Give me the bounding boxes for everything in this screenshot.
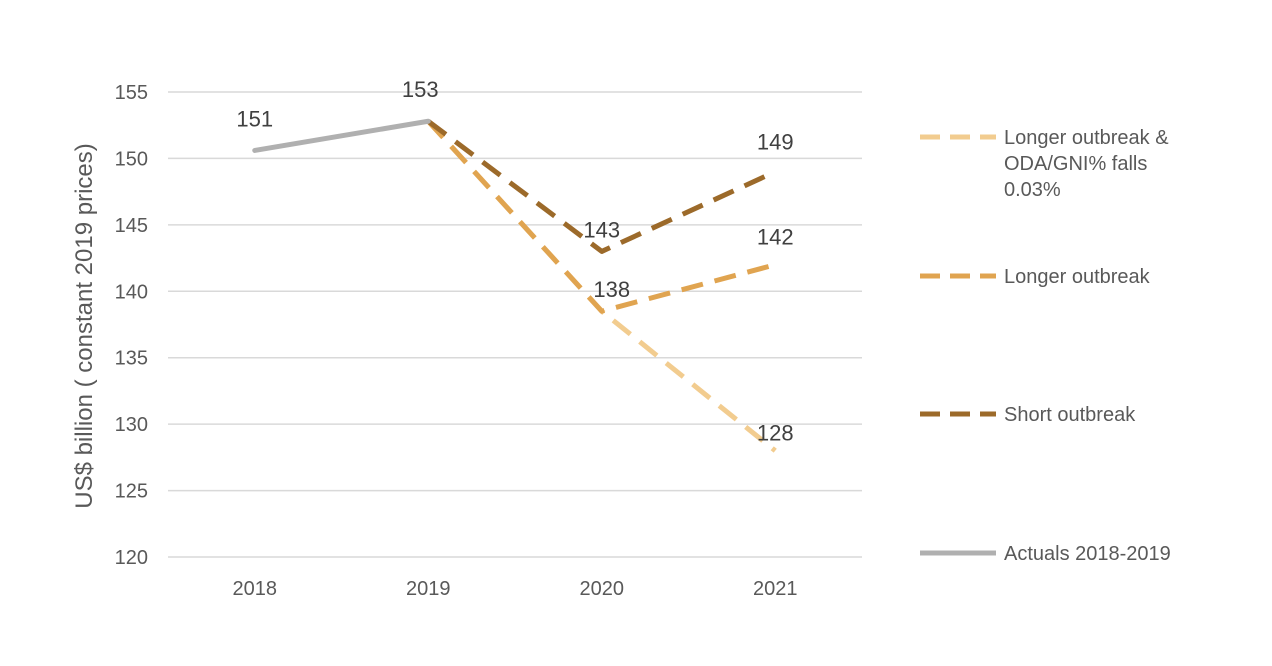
y-tick-label: 125 <box>115 481 148 503</box>
legend-label: ODA/GNI% falls <box>1004 153 1147 175</box>
x-tick-label: 2019 <box>406 578 451 600</box>
gridlines <box>168 91 862 558</box>
y-tick-label: 155 <box>115 82 148 104</box>
y-tick-label: 135 <box>115 348 148 370</box>
data-labels: 138 128 142 143 149 151 153 <box>236 77 793 445</box>
x-tick-label: 2018 <box>233 578 278 600</box>
series-line-2 <box>426 119 777 254</box>
legend-label: Longer outbreak <box>1004 266 1151 288</box>
series-line-1 <box>426 119 776 314</box>
data-label: 142 <box>757 225 794 250</box>
y-axis-title: US$ billion ( constant 2019 prices) <box>71 143 98 509</box>
data-label: 143 <box>583 217 620 242</box>
series-lines <box>252 118 777 453</box>
legend-label: 0.03% <box>1004 179 1061 201</box>
data-label: 138 <box>593 277 630 302</box>
data-label: 153 <box>402 77 439 102</box>
legend-label: Longer outbreak & <box>1004 127 1169 149</box>
y-tick-label: 145 <box>115 215 148 237</box>
y-tick-label: 140 <box>115 281 148 303</box>
y-tick-label: 120 <box>115 547 148 569</box>
legend: Longer outbreak & ODA/GNI% falls 0.03% Long… <box>920 127 1171 565</box>
series-line-3 <box>252 118 431 153</box>
data-label: 149 <box>757 130 794 155</box>
y-tick-label: 150 <box>115 148 148 170</box>
y-tick-label: 130 <box>115 414 148 436</box>
legend-label: Short outbreak <box>1004 404 1136 426</box>
legend-label: Actuals 2018-2019 <box>1004 543 1171 565</box>
data-label: 151 <box>236 106 273 131</box>
x-axis-ticks: 2018 2019 2020 2021 <box>233 578 798 600</box>
x-tick-label: 2021 <box>753 578 798 600</box>
x-tick-label: 2020 <box>580 578 625 600</box>
y-axis-ticks: 120 125 130 135 140 145 150 155 <box>115 82 148 569</box>
data-label: 128 <box>757 421 794 446</box>
